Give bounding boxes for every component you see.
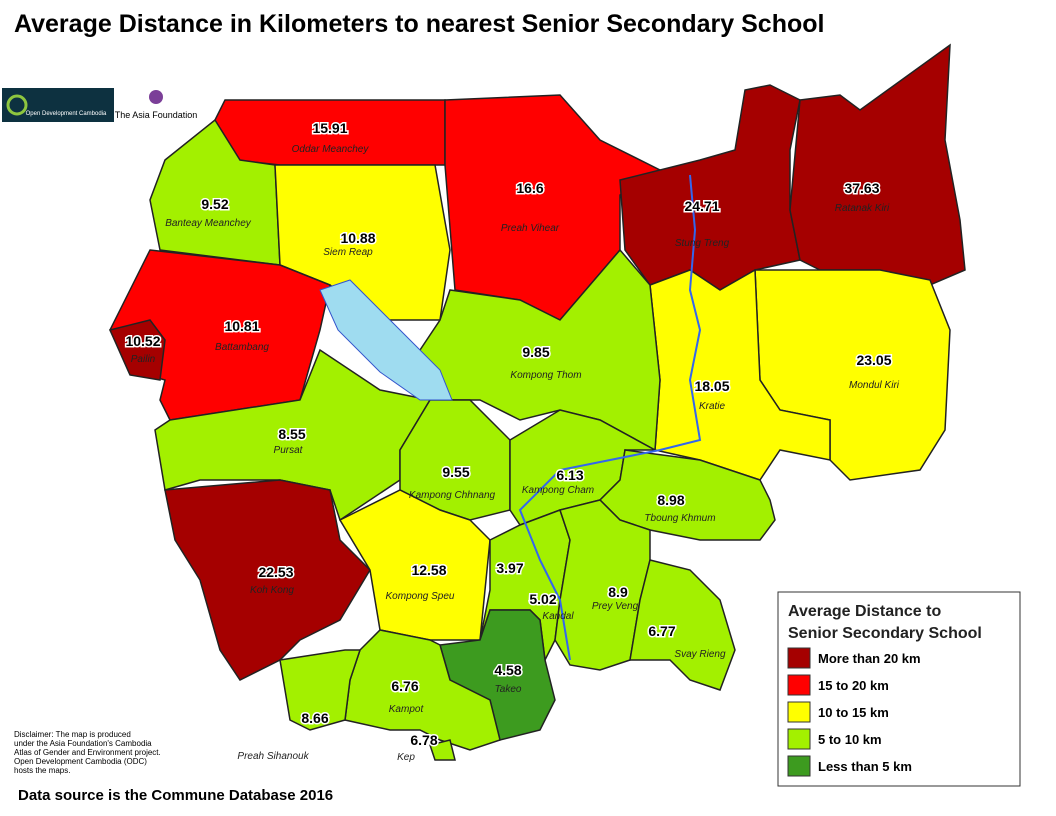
province bbox=[338, 489, 491, 641]
province-value: 8.55 bbox=[278, 426, 305, 442]
disclaimer-line: hosts the maps. bbox=[14, 766, 70, 775]
province-value: 18.05 bbox=[694, 378, 729, 394]
province-name: Battambang bbox=[215, 342, 269, 353]
province-value: 6.77 bbox=[648, 623, 675, 639]
legend-label: Less than 5 km bbox=[818, 759, 912, 774]
province-value: 10.81 bbox=[224, 318, 259, 334]
province bbox=[789, 43, 966, 286]
province-name: Ratanak Kiri bbox=[835, 203, 890, 214]
province-name: Kep bbox=[397, 752, 415, 763]
province-name: Kampong Cham bbox=[522, 485, 594, 496]
province-name: Kompong Thom bbox=[510, 370, 581, 381]
mekong-river bbox=[518, 174, 702, 661]
province bbox=[619, 84, 801, 291]
province-name: Kompong Speu bbox=[386, 591, 455, 602]
province-value: 23.05 bbox=[856, 352, 891, 368]
province-name: Kampong Chhnang bbox=[409, 490, 496, 501]
tonle-sap-lake bbox=[319, 279, 453, 401]
province-value: 5.02 bbox=[529, 591, 556, 607]
province-name: Prey Veng bbox=[592, 601, 639, 612]
province-name: Siem Reap bbox=[323, 247, 373, 258]
province bbox=[279, 649, 362, 731]
province bbox=[108, 319, 166, 381]
province-value: 4.58 bbox=[494, 662, 521, 678]
legend-items: More than 20 km 15 to 20 km 10 to 15 km 5 t… bbox=[787, 647, 921, 777]
disclaimer-line: Disclaimer: The map is produced bbox=[14, 730, 131, 739]
source: Data source is the Commune Database 2016 bbox=[18, 787, 333, 804]
disclaimer-line: Open Development Cambodia (ODC) bbox=[14, 757, 147, 766]
province-value: 10.88 bbox=[340, 230, 375, 246]
province-value: 10.52 bbox=[125, 333, 160, 349]
province-value: 12.58 bbox=[411, 562, 446, 578]
province-name: Banteay Meanchey bbox=[165, 218, 252, 229]
province bbox=[598, 449, 776, 541]
province-name: Kratie bbox=[699, 401, 726, 412]
province-value: 3.97 bbox=[496, 560, 523, 576]
legend-box bbox=[777, 591, 1021, 787]
province bbox=[629, 559, 736, 691]
province-name: Pailin bbox=[131, 354, 156, 365]
province-name: Svay Rieng bbox=[674, 649, 726, 660]
province-name: Tboung Khmum bbox=[644, 513, 715, 524]
legend-label: 15 to 20 km bbox=[818, 678, 889, 693]
province-value: 6.76 bbox=[391, 678, 418, 694]
province-value: 8.9 bbox=[608, 584, 628, 600]
province bbox=[164, 479, 371, 681]
province-value: 9.85 bbox=[522, 344, 549, 360]
province-value: 9.52 bbox=[201, 196, 228, 212]
province bbox=[649, 268, 831, 481]
labels: 15.91 Oddar Meanchey 9.52 Banteay Meanchey 1… bbox=[124, 119, 900, 764]
province-name: Stung Treng bbox=[675, 238, 730, 249]
province-value: 15.91 bbox=[312, 120, 347, 136]
odc-logo bbox=[2, 88, 114, 122]
province-value: 8.66 bbox=[301, 710, 328, 726]
province-name: Takeo bbox=[495, 684, 522, 695]
province-value: 9.55 bbox=[442, 464, 469, 480]
province-value: 8.98 bbox=[657, 492, 684, 508]
province-value: 22.53 bbox=[258, 564, 293, 580]
legend-swatch bbox=[787, 701, 811, 723]
province-name: Pursat bbox=[274, 445, 304, 456]
province-name: Preah Sihanouk bbox=[237, 751, 309, 762]
province-value: 37.63 bbox=[844, 180, 879, 196]
province-name: Koh Kong bbox=[250, 585, 294, 596]
province-name: Preah Vihear bbox=[501, 223, 560, 234]
province-name: Kandal bbox=[542, 611, 574, 622]
legend-swatch bbox=[787, 728, 811, 750]
legend-title: Average Distance to Senior Secondary Scho… bbox=[788, 603, 982, 642]
taf-icon bbox=[149, 90, 163, 104]
legend-swatch bbox=[787, 755, 811, 777]
province-value: 24.71 bbox=[684, 198, 719, 214]
legend-label: 5 to 10 km bbox=[818, 732, 882, 747]
province-value: 6.78 bbox=[410, 732, 437, 748]
province-value: 6.13 bbox=[556, 467, 583, 483]
province-name: Mondul Kiri bbox=[849, 380, 900, 391]
province-name: Oddar Meanchey bbox=[292, 144, 370, 155]
province bbox=[429, 739, 456, 761]
province-value: 16.6 bbox=[516, 180, 543, 196]
taf-name: The Asia Foundation bbox=[115, 110, 198, 120]
title: Average Distance in Kilometers to neares… bbox=[14, 10, 824, 38]
disclaimer-line: under the Asia Foundation's Cambodia bbox=[14, 739, 152, 748]
legend-label: 10 to 15 km bbox=[818, 705, 889, 720]
odc-icon bbox=[6, 94, 28, 116]
legend-label: More than 20 km bbox=[818, 651, 921, 666]
legend: Average Distance to Senior Secondary Scho… bbox=[777, 591, 1021, 787]
disclaimer-line: Atlas of Gender and Environment project. bbox=[14, 748, 161, 757]
province-name: Kampot bbox=[389, 704, 425, 715]
odc-name: Open Development Cambodia bbox=[26, 111, 107, 117]
legend-swatch bbox=[787, 647, 811, 669]
province bbox=[154, 348, 432, 522]
legend-swatch bbox=[787, 674, 811, 696]
provinces bbox=[108, 43, 966, 761]
